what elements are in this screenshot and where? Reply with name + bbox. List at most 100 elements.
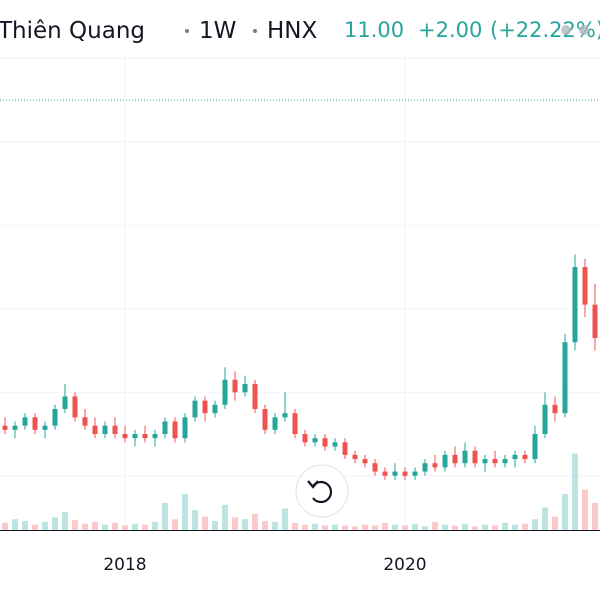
candle-body: [422, 463, 428, 472]
volume-bar: [522, 523, 528, 530]
volume-bar: [192, 510, 198, 530]
volume-bar: [482, 524, 488, 530]
reset-icon-arrow[interactable]: [307, 480, 319, 489]
candle-body: [92, 425, 98, 435]
volume-bar: [392, 524, 398, 530]
volume-bar: [132, 523, 138, 530]
reset-button-circle[interactable]: [295, 464, 349, 518]
candle-body: [2, 425, 8, 430]
candle-body: [542, 404, 548, 435]
candle-body: [592, 304, 598, 339]
candle-body: [172, 421, 178, 439]
candle-body: [432, 463, 438, 468]
candle-body: [392, 471, 398, 476]
more-dot[interactable]: [579, 25, 589, 35]
candle-body: [62, 396, 68, 409]
volume-bar: [362, 524, 368, 530]
volume-bar: [462, 523, 468, 530]
plot-area: [0, 0, 600, 530]
candle-body: [222, 379, 228, 405]
candle-body: [502, 459, 508, 464]
reset-icon[interactable]: [312, 480, 333, 504]
candle-body: [452, 454, 458, 464]
candle-body: [162, 421, 168, 435]
volume-bar: [202, 516, 208, 530]
volume-bar: [552, 516, 558, 530]
volume-bar: [502, 522, 508, 530]
reset-button[interactable]: [295, 464, 349, 518]
candle-body: [202, 400, 208, 414]
header-background: [0, 0, 600, 52]
volume-bar: [322, 525, 328, 530]
separator: [253, 29, 257, 33]
candle-body: [112, 425, 118, 435]
exchange: HNX: [267, 18, 318, 44]
volume-bar: [272, 521, 278, 530]
candle-body: [342, 442, 348, 455]
volume-bar: [212, 521, 218, 530]
candle-body: [22, 417, 28, 426]
candle-body: [192, 400, 198, 418]
candle-body: [322, 438, 328, 447]
volume-bar: [162, 503, 168, 530]
candle-body: [412, 471, 418, 476]
volume-bar: [2, 522, 8, 530]
volume-bar: [332, 524, 338, 530]
volume-bar: [442, 524, 448, 530]
candle-body: [122, 434, 128, 439]
volume-bar: [92, 521, 98, 530]
volume-bar: [122, 525, 128, 530]
candle-body: [522, 454, 528, 460]
volume-bar: [582, 489, 588, 530]
candle-body: [552, 404, 558, 414]
volume-bar: [32, 524, 38, 530]
volume-bar: [302, 524, 308, 530]
candle-body: [132, 434, 138, 439]
volume-bar: [72, 520, 78, 530]
volume-bar: [372, 525, 378, 530]
candle-body: [262, 408, 268, 430]
candle-body: [142, 434, 148, 439]
candle-body: [312, 438, 318, 443]
candle-body: [232, 379, 238, 393]
candle-body: [332, 442, 338, 447]
separator: [185, 29, 189, 33]
volume-bar: [292, 522, 298, 530]
candle-body: [572, 267, 578, 343]
volume-bar: [242, 519, 248, 530]
volume-bar: [182, 494, 188, 530]
candle-body: [32, 417, 38, 430]
candle-body: [532, 434, 538, 460]
candle-body: [102, 425, 108, 435]
candle-body: [512, 454, 518, 460]
candle-body: [302, 434, 308, 443]
volume-bar: [262, 521, 268, 530]
candle-body: [292, 413, 298, 435]
candle-body: [442, 454, 448, 468]
volume-bar: [102, 524, 108, 530]
volume-bar: [142, 524, 148, 530]
volume-bar: [252, 513, 258, 530]
more-dot[interactable]: [561, 25, 571, 35]
volume-bar: [422, 526, 428, 530]
volume-bar: [472, 526, 478, 530]
candle-body: [152, 434, 158, 439]
candle-body: [462, 450, 468, 464]
header-more-button[interactable]: [561, 25, 589, 35]
price-change: +2.00: [418, 18, 482, 42]
candle-body: [362, 459, 368, 464]
volume-bar: [572, 453, 578, 530]
volume-bar: [22, 521, 28, 530]
volume-bar: [452, 525, 458, 530]
candle-body: [382, 471, 388, 476]
candle-body: [282, 413, 288, 418]
candle-body: [252, 383, 258, 409]
volume-bar: [562, 494, 568, 530]
candle-body: [182, 417, 188, 439]
candle-body: [492, 459, 498, 464]
volume-bar: [352, 526, 358, 530]
volume-bar: [492, 525, 498, 530]
candle-body: [72, 396, 78, 418]
